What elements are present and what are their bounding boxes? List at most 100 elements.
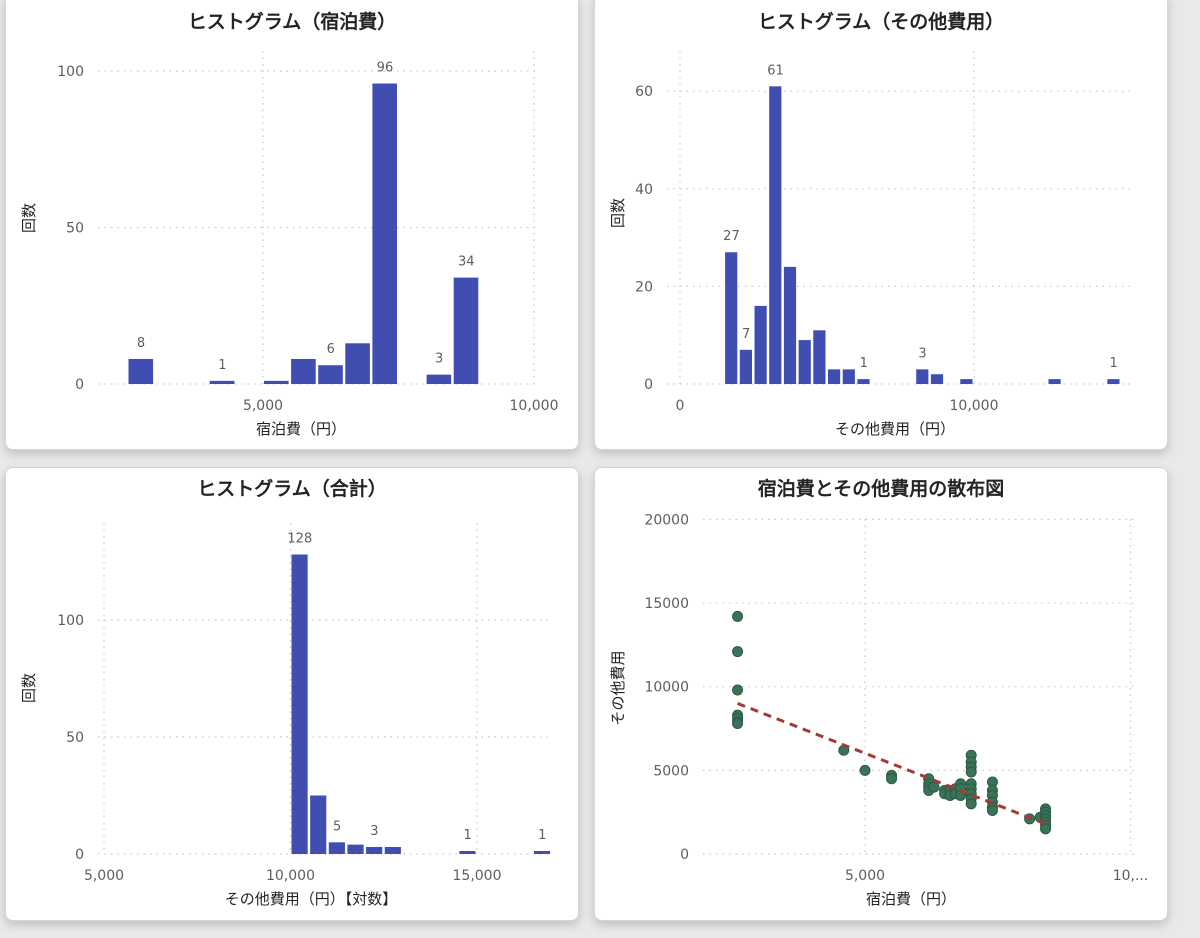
y-tick-label: 20: [635, 279, 653, 295]
chart-card-total-histogram: ヒストグラム（合計） 0 50 100 5,000 10,000 15,000 128 5 3 1…: [5, 467, 579, 921]
chart-card-scatter: 宿泊費とその他費用の散布図 0 5000 10000 15000 20000 5,000 1…: [594, 467, 1168, 921]
y-tick-label: 10000: [644, 680, 689, 696]
histogram-bar: [209, 380, 235, 384]
histogram-bar: [1048, 379, 1061, 384]
data-label: 3: [435, 352, 443, 367]
histogram-bar: [769, 86, 782, 384]
data-label: 1: [538, 828, 546, 843]
histogram-bar: [930, 374, 944, 384]
x-tick-label: 5,000: [84, 868, 124, 884]
x-tick-label: 0: [676, 398, 685, 414]
data-label: 1: [464, 828, 472, 843]
y-tick-label: 50: [66, 221, 84, 237]
histogram-bar: [453, 277, 479, 384]
y-axis-title: 回数: [20, 673, 38, 703]
x-axis-title: 宿泊費（円）: [256, 420, 346, 438]
data-label: 27: [723, 229, 740, 244]
scatter-point: [732, 610, 744, 622]
histogram-bar: [372, 83, 397, 385]
x-axis-title: 宿泊費（円）: [866, 890, 956, 908]
y-tick-label: 0: [75, 847, 84, 863]
x-tick-label: 10,000: [266, 868, 315, 884]
y-tick-label: 100: [57, 64, 84, 80]
histogram-bar: [310, 795, 327, 854]
scatter-point: [732, 718, 744, 730]
histogram-bar: [128, 358, 154, 384]
data-label: 8: [137, 336, 145, 351]
histogram-bar: [264, 380, 289, 384]
data-label: 1: [1110, 356, 1118, 371]
x-tick-label: 10,...: [1113, 868, 1149, 884]
scatter-point: [732, 646, 744, 658]
trend-line: [737, 702, 1047, 826]
data-label: 6: [327, 342, 335, 357]
y-tick-label: 100: [57, 613, 84, 629]
chart-card-lodging-histogram: ヒストグラム（宿泊費） 0 50 100 5,000 10,000 8 1 6 96 3 34 宿泊費…: [5, 0, 579, 450]
scatter-point: [965, 798, 977, 810]
histogram-bar: [857, 379, 870, 384]
total-histogram-plot: 0 50 100 5,000 10,000 15,000 128 5 3 1 1 その他費用（円）【対…: [20, 523, 551, 908]
y-tick-label: 0: [680, 847, 689, 863]
y-tick-label: 15000: [644, 596, 689, 612]
data-label: 1: [860, 356, 868, 371]
data-label: 7: [742, 327, 750, 342]
y-tick-label: 5000: [653, 763, 689, 779]
histogram-bar: [783, 266, 797, 384]
x-tick-label: 5,000: [243, 398, 283, 414]
y-tick-label: 60: [635, 84, 653, 100]
histogram-bar: [725, 252, 738, 384]
y-axis-title: 回数: [20, 203, 38, 233]
histogram-bar: [828, 369, 841, 384]
scatter-point: [1040, 823, 1052, 835]
histogram-bar: [347, 844, 364, 854]
y-tick-label: 0: [75, 377, 84, 393]
histogram-bar: [291, 358, 316, 384]
data-label: 5: [333, 819, 341, 834]
chart-card-other-cost-histogram: ヒストグラム（その他費用） 0 20 40 60 0 10,000 27 7 61 1 3 1 その他費…: [594, 0, 1168, 450]
histogram-bar: [960, 379, 973, 384]
chart-title: ヒストグラム（その他費用）: [757, 11, 1005, 33]
histogram-bar: [754, 305, 767, 384]
other-cost-histogram-plot: 0 20 40 60 0 10,000 27 7 61 1 3 1 その他費用（円） 回数: [609, 51, 1131, 438]
scatter-point: [732, 684, 744, 696]
y-tick-label: 40: [635, 182, 653, 198]
histogram-bar: [813, 330, 826, 384]
chart-title: ヒストグラム（合計）: [197, 478, 387, 500]
histogram-bar: [291, 554, 308, 854]
data-label: 34: [458, 255, 475, 270]
data-label: 3: [918, 346, 926, 361]
scatter-point: [928, 781, 940, 793]
scatter-plot: 0 5000 10000 15000 20000 5,000 10,... 宿泊費（円） その他…: [609, 512, 1149, 908]
x-axis-title: その他費用（円）: [835, 420, 955, 438]
histogram-bar: [842, 369, 855, 384]
histogram-bar: [366, 846, 383, 854]
x-axis-title: その他費用（円）【対数】: [225, 890, 398, 908]
histogram-bar: [1107, 379, 1120, 384]
y-axis-title: 回数: [609, 198, 627, 228]
scatter-point: [986, 805, 998, 817]
histogram-bar: [916, 369, 929, 384]
histogram-bar: [798, 340, 811, 384]
x-tick-label: 5,000: [845, 868, 885, 884]
histogram-bar: [384, 846, 401, 854]
scatter-point: [859, 764, 871, 776]
scatter-point: [965, 766, 977, 778]
lodging-histogram-plot: 0 50 100 5,000 10,000 8 1 6 96 3 34 宿泊費（円） 回数: [20, 51, 559, 438]
data-label: 1: [218, 358, 226, 373]
data-label: 3: [370, 824, 378, 839]
histogram-bar: [459, 851, 476, 854]
data-label: 61: [767, 63, 784, 78]
histogram-bar: [426, 374, 452, 384]
y-axis-title: その他費用: [609, 650, 627, 725]
chart-title: ヒストグラム（宿泊費）: [187, 11, 397, 33]
histogram-bar: [739, 349, 752, 384]
histogram-bar: [318, 365, 343, 384]
x-tick-label: 15,000: [453, 868, 502, 884]
scatter-point: [886, 773, 898, 785]
histogram-bar: [345, 343, 370, 384]
x-tick-label: 10,000: [950, 398, 999, 414]
y-tick-label: 0: [644, 377, 653, 393]
data-label: 128: [287, 531, 312, 546]
data-label: 96: [377, 61, 394, 76]
y-tick-label: 50: [66, 730, 84, 746]
